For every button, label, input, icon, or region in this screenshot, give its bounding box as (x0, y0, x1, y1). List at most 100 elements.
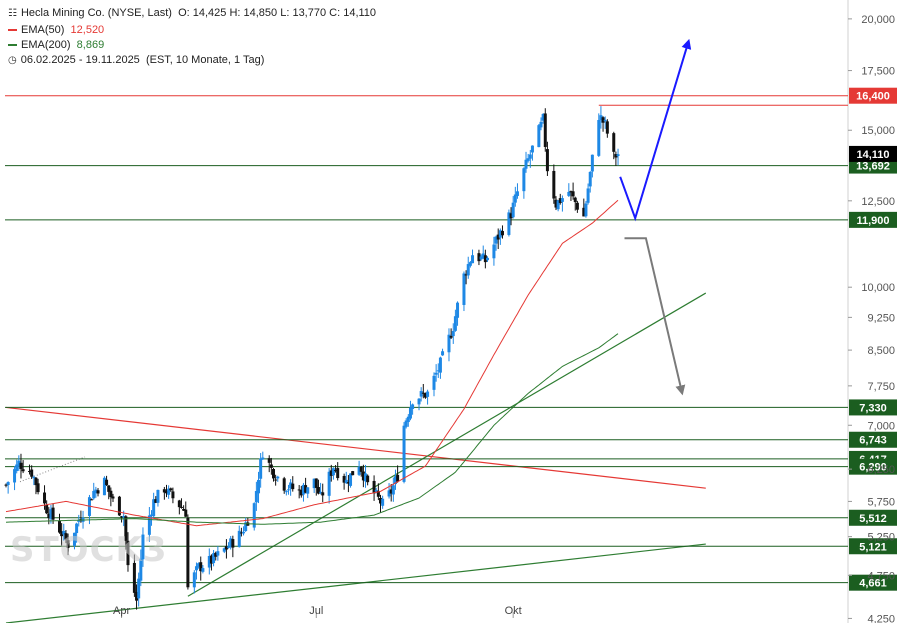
level-tag-label: 6,290 (859, 462, 887, 474)
candle-body (267, 458, 271, 463)
level-tag (849, 574, 897, 591)
y-tick-label: 5,750 (867, 496, 895, 508)
candle-body (257, 479, 261, 494)
candle-body (434, 372, 438, 375)
candle-body (560, 198, 564, 202)
scenario-arrows (619, 38, 692, 396)
candle-body (186, 517, 190, 588)
candle-body (156, 489, 160, 503)
candle-body (111, 496, 115, 499)
candle-body (72, 532, 76, 546)
candle-body (588, 171, 592, 187)
y-tick-label: 17,500 (861, 66, 895, 78)
candle-body (216, 551, 220, 556)
candle-body (426, 391, 430, 397)
candle-body (239, 532, 243, 534)
candle-body (124, 516, 128, 541)
candle-body (599, 115, 603, 121)
candle-body (64, 533, 68, 540)
date-range-detail: (EST, 10 Monate, 1 Tag) (145, 54, 265, 66)
candle-body (357, 466, 361, 475)
candle-body (77, 520, 81, 522)
last-price-label: 14,110 (856, 149, 889, 161)
candle-body (139, 558, 143, 581)
level-tag-label: 7,330 (859, 402, 887, 414)
x-tick-label: Jul (309, 605, 323, 617)
candle-body (500, 230, 504, 236)
candle-body (242, 531, 246, 534)
candle-body (201, 568, 205, 572)
candle-body (261, 457, 265, 460)
candle-body (334, 470, 338, 472)
price-axis: 20,000 17,500 15,000 12,500 10,000 9,250 8,500… (848, 14, 897, 623)
candle-body (402, 425, 406, 482)
candle-body (66, 540, 70, 548)
candle-body (209, 555, 213, 564)
candle-body (342, 475, 346, 483)
candle-body (120, 516, 124, 518)
candle-body (432, 375, 436, 390)
candle-body (197, 563, 201, 567)
candle-body (132, 562, 136, 593)
candle-body (603, 120, 607, 122)
candle-body (171, 491, 175, 499)
candle-body (479, 256, 483, 260)
candle-body (351, 471, 355, 476)
candle-body (374, 489, 378, 492)
candle-body (346, 482, 350, 484)
ema200-value: 8,869 (76, 39, 105, 51)
candle-body (47, 513, 51, 518)
level-tag (849, 538, 897, 555)
candle-body (590, 154, 594, 172)
candle-body (301, 484, 305, 495)
level-tag (849, 458, 897, 475)
candle-body (286, 489, 290, 491)
y-tick-label: 20,000 (861, 14, 895, 26)
candle-body (327, 471, 331, 496)
candle-body (449, 336, 453, 338)
level-tag-label: 6,743 (859, 435, 887, 447)
y-tick-label: 15,000 (861, 125, 895, 137)
candle-body (391, 485, 395, 495)
ema200-legend[interactable]: EMA(200) 8,869 (8, 38, 104, 52)
candle-body (314, 478, 318, 488)
candle-body (167, 488, 171, 495)
candle-body (137, 578, 141, 599)
candle-body (194, 566, 198, 571)
candle-body (6, 482, 10, 486)
candle-body (494, 236, 498, 244)
candle-body (141, 534, 145, 560)
candle-body (486, 257, 489, 261)
candle-body (19, 462, 23, 469)
candle-body (222, 548, 226, 552)
ema50-label: EMA(50) (21, 24, 65, 36)
candle-body (423, 393, 427, 398)
candle-body (229, 538, 233, 548)
y-tick-label: 7,000 (867, 420, 895, 432)
candle-body (336, 468, 340, 479)
candle-body (152, 499, 156, 517)
dotted-trendline (19, 456, 86, 483)
candle-body (387, 490, 391, 497)
candle-body (43, 492, 47, 504)
candle-body (291, 483, 295, 490)
candle-body (36, 483, 40, 493)
level-tag (849, 211, 897, 228)
candle-body (464, 274, 468, 276)
candle-body (441, 351, 445, 356)
clock-icon: ◷ (8, 55, 17, 66)
candle-body (304, 485, 308, 493)
candle-body (438, 357, 442, 373)
candle-body (597, 120, 601, 156)
ema50-legend[interactable]: EMA(50) 12,520 (8, 23, 104, 37)
candle-body (321, 492, 325, 496)
candle-body (28, 471, 32, 473)
candle-body (447, 334, 451, 353)
candle-body (462, 273, 466, 305)
candle-body (212, 553, 216, 564)
y-tick-label: 9,250 (867, 312, 895, 324)
last-price-tag (849, 145, 897, 162)
candle-body (17, 460, 21, 467)
candle-body (507, 212, 511, 235)
